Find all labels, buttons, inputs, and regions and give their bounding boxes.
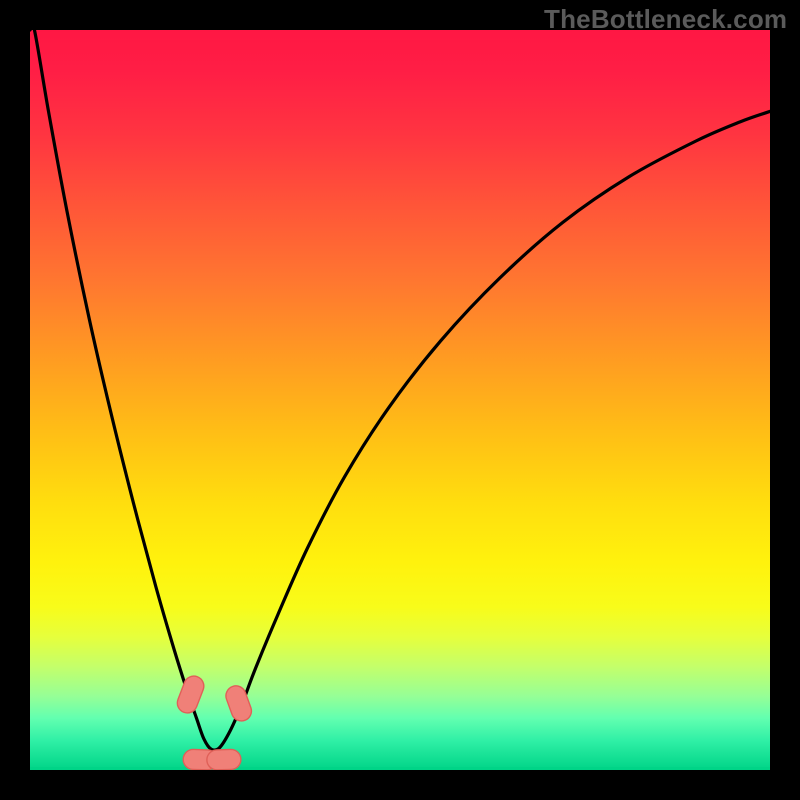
- curve-overlay: [0, 0, 800, 800]
- curve-marker: [174, 673, 206, 716]
- curve-marker: [207, 749, 242, 770]
- v-curve: [30, 24, 770, 750]
- curve-marker: [223, 683, 254, 724]
